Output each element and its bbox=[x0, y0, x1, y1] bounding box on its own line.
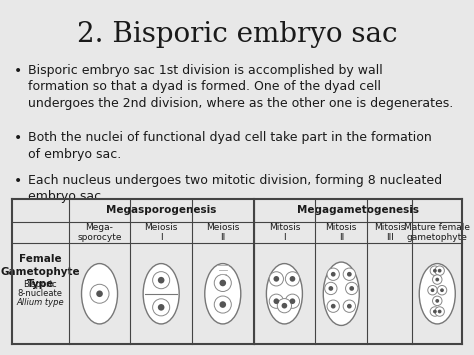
Ellipse shape bbox=[430, 288, 434, 292]
Ellipse shape bbox=[285, 272, 300, 286]
Ellipse shape bbox=[290, 298, 295, 304]
Text: 2. Bisporic embryo sac: 2. Bisporic embryo sac bbox=[77, 21, 397, 48]
Ellipse shape bbox=[205, 263, 241, 324]
Ellipse shape bbox=[269, 272, 283, 286]
Ellipse shape bbox=[331, 304, 336, 308]
Text: Mitosis
II: Mitosis II bbox=[326, 223, 357, 242]
Ellipse shape bbox=[273, 276, 279, 282]
Text: 8-nucleate: 8-nucleate bbox=[18, 289, 63, 298]
Text: Both the nuclei of functional dyad cell take part in the formation
of embryo sac: Both the nuclei of functional dyad cell … bbox=[28, 131, 432, 161]
Ellipse shape bbox=[266, 263, 302, 324]
Ellipse shape bbox=[430, 266, 439, 275]
Ellipse shape bbox=[346, 282, 358, 295]
Ellipse shape bbox=[433, 269, 437, 273]
Ellipse shape bbox=[435, 307, 444, 316]
Text: Mega-
sporocyte: Mega- sporocyte bbox=[77, 223, 122, 242]
Ellipse shape bbox=[438, 269, 441, 273]
Ellipse shape bbox=[432, 275, 442, 284]
Text: •: • bbox=[14, 131, 22, 145]
Ellipse shape bbox=[158, 277, 164, 284]
Ellipse shape bbox=[349, 286, 354, 291]
Text: •: • bbox=[14, 64, 22, 78]
Ellipse shape bbox=[419, 263, 455, 324]
Ellipse shape bbox=[440, 288, 444, 292]
Ellipse shape bbox=[435, 278, 439, 282]
Ellipse shape bbox=[432, 296, 442, 306]
Ellipse shape bbox=[153, 272, 170, 289]
Text: Mature female
gametophyte: Mature female gametophyte bbox=[404, 223, 470, 242]
Text: Bisporic embryo sac 1st division is accomplished by wall
formation so that a dya: Bisporic embryo sac 1st division is acco… bbox=[28, 64, 454, 110]
Ellipse shape bbox=[343, 268, 356, 280]
Ellipse shape bbox=[331, 272, 336, 277]
Ellipse shape bbox=[323, 262, 359, 326]
Ellipse shape bbox=[277, 299, 292, 313]
Ellipse shape bbox=[285, 294, 300, 308]
Ellipse shape bbox=[214, 274, 231, 291]
Ellipse shape bbox=[437, 285, 447, 295]
Ellipse shape bbox=[347, 304, 352, 308]
Ellipse shape bbox=[343, 300, 356, 312]
Ellipse shape bbox=[438, 310, 441, 313]
Ellipse shape bbox=[435, 266, 444, 275]
Ellipse shape bbox=[347, 272, 352, 277]
Ellipse shape bbox=[273, 298, 279, 304]
Text: Megasporogenesis: Megasporogenesis bbox=[106, 205, 216, 215]
Text: Allium type: Allium type bbox=[17, 299, 64, 307]
Ellipse shape bbox=[282, 303, 287, 308]
Ellipse shape bbox=[290, 276, 295, 282]
Ellipse shape bbox=[328, 286, 333, 291]
Ellipse shape bbox=[143, 263, 179, 324]
Ellipse shape bbox=[153, 299, 170, 316]
Ellipse shape bbox=[430, 307, 439, 316]
Ellipse shape bbox=[269, 294, 283, 308]
Text: Meiosis
II: Meiosis II bbox=[206, 223, 239, 242]
Text: Each nucleus undergoes two mitotic division, forming 8 nucleated
embryo sac.: Each nucleus undergoes two mitotic divis… bbox=[28, 174, 443, 203]
Ellipse shape bbox=[428, 285, 437, 295]
Ellipse shape bbox=[219, 301, 226, 308]
Ellipse shape bbox=[96, 290, 103, 297]
Text: Megagametogenesis: Megagametogenesis bbox=[297, 205, 419, 215]
Text: Female
Gametophyte
Type: Female Gametophyte Type bbox=[0, 254, 80, 289]
Ellipse shape bbox=[327, 268, 339, 280]
Ellipse shape bbox=[327, 300, 339, 312]
Ellipse shape bbox=[435, 299, 439, 303]
Ellipse shape bbox=[325, 282, 337, 295]
Text: Meiosis
I: Meiosis I bbox=[145, 223, 178, 242]
Ellipse shape bbox=[219, 280, 226, 286]
Ellipse shape bbox=[214, 296, 231, 313]
Ellipse shape bbox=[158, 304, 164, 311]
Text: Mitosis
I: Mitosis I bbox=[269, 223, 300, 242]
Ellipse shape bbox=[433, 310, 437, 313]
Text: Mitosis
III: Mitosis III bbox=[374, 223, 406, 242]
Text: •: • bbox=[14, 174, 22, 188]
Text: Bisporic: Bisporic bbox=[24, 280, 57, 289]
Ellipse shape bbox=[90, 284, 109, 303]
Ellipse shape bbox=[82, 263, 118, 324]
